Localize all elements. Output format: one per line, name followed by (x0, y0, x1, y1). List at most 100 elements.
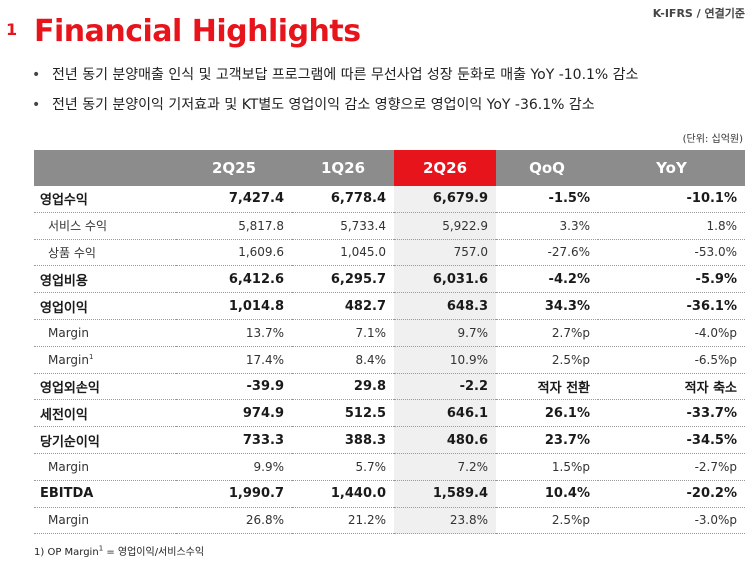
cell-2q26: 757.0 (394, 239, 496, 267)
cell-2q25: -39.9 (176, 373, 292, 401)
row-label-cell: Margin (34, 507, 176, 535)
cell-2q25: 733.3 (176, 426, 292, 454)
cell-qoq: 23.7% (496, 426, 598, 454)
row-label-cell: 영업이익 (34, 292, 176, 320)
table-row: Margin 9.9% 5.7% 7.2% 1.5%p -2.7%p (34, 453, 745, 481)
cell-2q25: 7,427.4 (176, 186, 292, 213)
cell-yoy: -2.7%p (598, 453, 745, 481)
row-label-cell: 당기순이익 (34, 426, 176, 454)
row-label-cell: Margin1 (34, 346, 176, 374)
cell-1q26: 8.4% (292, 346, 394, 374)
cell-2q26: 648.3 (394, 292, 496, 320)
cell-yoy: 적자 축소 (598, 373, 745, 401)
cell-1q26: 29.8 (292, 373, 394, 401)
cell-qoq: -1.5% (496, 186, 598, 213)
cell-1q26: 482.7 (292, 292, 394, 320)
row-label-cell: Margin (34, 319, 176, 347)
cell-qoq: 2.5%p (496, 346, 598, 374)
cell-2q25: 6,412.6 (176, 265, 292, 294)
cell-1q26: 6,295.7 (292, 265, 394, 294)
cell-qoq: 10.4% (496, 480, 598, 508)
reporting-standard-label: K-IFRS / 연결기준 (652, 7, 745, 20)
summary-bullet: 전년 동기 분양매출 인식 및 고객보답 프로그램에 따른 무선사업 성장 둔화… (32, 64, 638, 94)
table-row: 상품 수익 1,609.6 1,045.0 757.0 -27.6% -53.0% (34, 239, 745, 267)
cell-qoq: -4.2% (496, 265, 598, 294)
cell-qoq: -27.6% (496, 239, 598, 267)
header-cell-label (34, 150, 176, 186)
cell-2q25: 26.8% (176, 507, 292, 535)
table-row: 영업수익 7,427.4 6,778.4 6,679.9 -1.5% -10.1% (34, 186, 745, 213)
table-row: 세전이익 974.9 512.5 646.1 26.1% -33.7% (34, 399, 745, 428)
cell-2q26: -2.2 (394, 373, 496, 401)
cell-qoq: 26.1% (496, 399, 598, 428)
row-label-cell: 영업외손익 (34, 373, 176, 401)
header-cell-1q26: 1Q26 (292, 150, 394, 186)
row-label: 당기순이익 (40, 434, 100, 450)
cell-2q25: 9.9% (176, 453, 292, 481)
cell-qoq: 1.5%p (496, 453, 598, 481)
row-label-cell: 영업비용 (34, 265, 176, 294)
cell-1q26: 1,045.0 (292, 239, 394, 267)
row-label: 영업외손익 (40, 380, 100, 396)
cell-yoy: 1.8% (598, 212, 745, 240)
cell-1q26: 5.7% (292, 453, 394, 481)
row-label-cell: 서비스 수익 (34, 212, 176, 240)
table-row: 당기순이익 733.3 388.3 480.6 23.7% -34.5% (34, 426, 745, 454)
row-label-cell: 영업수익 (34, 186, 176, 213)
row-label: Margin (48, 325, 89, 340)
table-body: 영업수익 7,427.4 6,778.4 6,679.9 -1.5% -10.1% 서비스 … (34, 186, 745, 535)
cell-2q26: 5,922.9 (394, 212, 496, 240)
footnote-formula: = 영업이익/서비스수익 (103, 547, 205, 558)
cell-2q25: 974.9 (176, 399, 292, 428)
row-label-superscript: 1 (89, 352, 94, 361)
cell-yoy: -3.0%p (598, 507, 745, 535)
table-row: 영업이익 1,014.8 482.7 648.3 34.3% -36.1% (34, 292, 745, 320)
cell-yoy: -53.0% (598, 239, 745, 267)
row-label: Margin (48, 513, 89, 528)
cell-yoy: -4.0%p (598, 319, 745, 347)
cell-2q26: 480.6 (394, 426, 496, 454)
cell-2q26: 7.2% (394, 453, 496, 481)
cell-yoy: -34.5% (598, 426, 745, 454)
table-row: Margin 13.7% 7.1% 9.7% 2.7%p -4.0%p (34, 319, 745, 347)
footnote: 1) OP Margin1 = 영업이익/서비스수익 (34, 543, 204, 558)
table-row: 영업비용 6,412.6 6,295.7 6,031.6 -4.2% -5.9% (34, 265, 745, 294)
cell-2q26: 6,679.9 (394, 186, 496, 213)
row-label: Margin (48, 459, 89, 474)
header-cell-qoq: QoQ (496, 150, 598, 186)
summary-bullet: 전년 동기 분양이익 기저효과 및 KT별도 영업이익 감소 영향으로 영업이익… (32, 94, 638, 124)
financial-highlights-table: 2Q25 1Q26 2Q26 QoQ YoY 영업수익 7,427.4 6,778.… (34, 150, 745, 535)
cell-1q26: 21.2% (292, 507, 394, 535)
cell-1q26: 5,733.4 (292, 212, 394, 240)
cell-qoq: 2.7%p (496, 319, 598, 347)
cell-yoy: -10.1% (598, 186, 745, 213)
row-label: EBITDA (40, 486, 94, 502)
cell-qoq: 적자 전환 (496, 373, 598, 401)
cell-2q26: 1,589.4 (394, 480, 496, 508)
table-row: Margin 26.8% 21.2% 23.8% 2.5%p -3.0%p (34, 507, 745, 535)
header-cell-2q25: 2Q25 (176, 150, 292, 186)
cell-yoy: -33.7% (598, 399, 745, 428)
cell-2q25: 17.4% (176, 346, 292, 374)
cell-1q26: 6,778.4 (292, 186, 394, 213)
unit-note: (단위: 십억원) (682, 134, 743, 145)
header-cell-2q26: 2Q26 (394, 150, 496, 186)
cell-qoq: 34.3% (496, 292, 598, 320)
cell-1q26: 7.1% (292, 319, 394, 347)
cell-1q26: 388.3 (292, 426, 394, 454)
footnote-prefix: 1) OP Margin (34, 547, 99, 558)
row-label-cell: EBITDA (34, 480, 176, 508)
cell-qoq: 3.3% (496, 212, 598, 240)
cell-2q26: 10.9% (394, 346, 496, 374)
header-cell-yoy: YoY (598, 150, 745, 186)
cell-yoy: -6.5%p (598, 346, 745, 374)
cell-qoq: 2.5%p (496, 507, 598, 535)
cell-2q26: 23.8% (394, 507, 496, 535)
row-label: 영업이익 (40, 300, 88, 316)
row-label: Margin (48, 352, 89, 367)
cell-1q26: 512.5 (292, 399, 394, 428)
cell-2q26: 9.7% (394, 319, 496, 347)
footnote-superscript: 1 (98, 544, 104, 553)
cell-2q25: 1,609.6 (176, 239, 292, 267)
table-row: EBITDA 1,990.7 1,440.0 1,589.4 10.4% -20.2% (34, 480, 745, 508)
